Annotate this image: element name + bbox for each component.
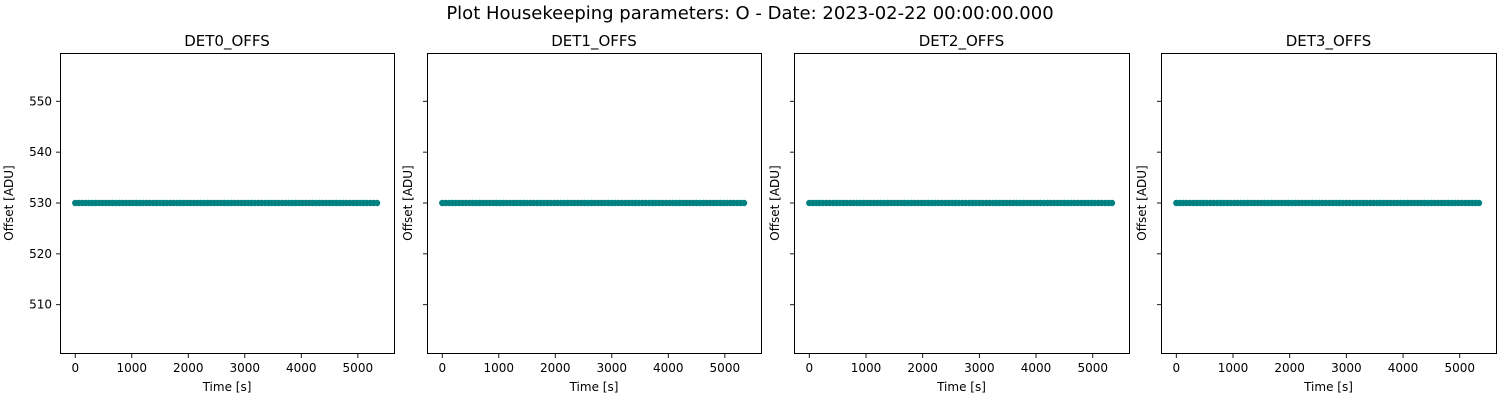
panel-title: DET1_OFFS bbox=[551, 32, 637, 51]
x-tick-label: 0 bbox=[1172, 361, 1180, 375]
x-axis-label: Time [s] bbox=[202, 380, 252, 394]
axes-frame bbox=[427, 53, 762, 354]
data-points bbox=[1173, 199, 1483, 207]
x-tick-label: 1000 bbox=[851, 361, 882, 375]
x-tick-label: 3000 bbox=[964, 361, 995, 375]
data-points bbox=[439, 199, 748, 207]
y-tick-label: 520 bbox=[29, 247, 52, 261]
x-tick-label: 3000 bbox=[597, 361, 628, 375]
y-tick-label: 530 bbox=[29, 196, 52, 210]
y-tick-label: 540 bbox=[29, 145, 52, 159]
x-tick-label: 2000 bbox=[907, 361, 938, 375]
x-tick-label: 3000 bbox=[1331, 361, 1362, 375]
x-axis-label: Time [s] bbox=[569, 380, 619, 394]
x-tick-label: 5000 bbox=[1077, 361, 1108, 375]
data-points bbox=[806, 199, 1116, 207]
x-tick-label: 0 bbox=[438, 361, 446, 375]
x-tick-label: 1000 bbox=[1218, 361, 1249, 375]
x-tick-label: 2000 bbox=[540, 361, 571, 375]
panel-title: DET2_OFFS bbox=[919, 32, 1005, 51]
x-tick-label: 5000 bbox=[1444, 361, 1475, 375]
data-point bbox=[373, 199, 381, 207]
x-tick-label: 5000 bbox=[710, 361, 741, 375]
panels-container: DET0_OFFS 0 1000 2000 3000 4000 5000 510 520 530 5… bbox=[2, 32, 1497, 394]
axes-frame bbox=[60, 53, 395, 354]
x-tick-label: 4000 bbox=[653, 361, 684, 375]
x-tick-label: 1000 bbox=[116, 361, 147, 375]
y-axis-label: Offset [ADU] bbox=[768, 165, 782, 240]
x-tick-label: 2000 bbox=[173, 361, 204, 375]
y-tick-label: 510 bbox=[29, 298, 52, 312]
axes-frame bbox=[794, 53, 1130, 354]
x-tick-label: 0 bbox=[71, 361, 79, 375]
x-tick-label: 5000 bbox=[343, 361, 374, 375]
x-axis-label: Time [s] bbox=[1303, 380, 1353, 394]
y-axis-label: Offset [ADU] bbox=[1135, 165, 1149, 240]
data-point bbox=[1475, 199, 1483, 207]
x-tick-label: 3000 bbox=[230, 361, 261, 375]
axes-frame bbox=[1161, 53, 1497, 354]
figure-title: Plot Housekeeping parameters: O - Date: … bbox=[446, 3, 1053, 24]
data-points bbox=[72, 199, 381, 207]
data-point bbox=[1108, 199, 1116, 207]
x-tick-label: 0 bbox=[805, 361, 813, 375]
panel-2: DET2_OFFS 0 1000 2000 3000 4000 5000 Time [s] Of… bbox=[768, 32, 1130, 394]
panel-title: DET3_OFFS bbox=[1286, 32, 1372, 51]
x-tick-label: 4000 bbox=[286, 361, 317, 375]
panel-title: DET0_OFFS bbox=[184, 32, 270, 51]
x-tick-label: 1000 bbox=[483, 361, 514, 375]
data-point bbox=[740, 199, 748, 207]
y-axis-label: Offset [ADU] bbox=[2, 165, 16, 240]
x-axis-label: Time [s] bbox=[936, 380, 986, 394]
panel-0: DET0_OFFS 0 1000 2000 3000 4000 5000 510 520 530 5… bbox=[2, 32, 395, 394]
y-axis-label: Offset [ADU] bbox=[401, 165, 415, 240]
panel-1: DET1_OFFS 0 1000 2000 3000 4000 5000 Time [s] Of… bbox=[401, 32, 762, 394]
x-tick-label: 2000 bbox=[1274, 361, 1305, 375]
y-tick-label: 550 bbox=[29, 94, 52, 108]
x-tick-label: 4000 bbox=[1021, 361, 1052, 375]
x-tick-label: 4000 bbox=[1388, 361, 1419, 375]
panel-3: DET3_OFFS 0 1000 2000 3000 4000 5000 Time [s] Of… bbox=[1135, 32, 1497, 394]
